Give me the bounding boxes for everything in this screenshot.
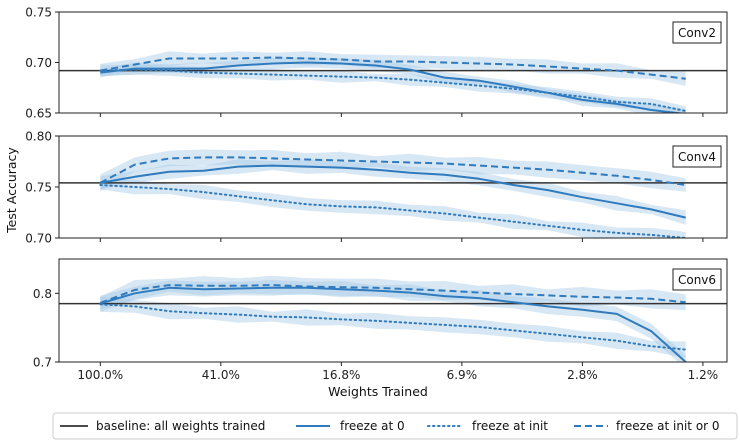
- panel-conv2-name-frame: [672, 21, 722, 44]
- legend-entry-freeze-at-init-or-0: freeze at init or 0: [574, 419, 720, 433]
- panel-conv4-series-freeze-at-0-line: [100, 164, 686, 219]
- panel-conv4: 0.70 0.75 0.80 Conv4: [25, 130, 728, 246]
- panel-conv2-name-box: Conv2: [672, 21, 722, 44]
- x-tick-label: 2.8%: [567, 368, 598, 382]
- legend-entry-freeze-at-0: freeze at 0: [296, 419, 405, 433]
- x-tick-label: 41.0%: [202, 368, 240, 382]
- panel-conv6-frame: [58, 258, 728, 363]
- legend-frame: [52, 412, 738, 440]
- x-tick-labels: 100.0% 41.0% 16.8% 6.9% 2.8% 1.2%: [77, 368, 718, 382]
- panel-conv6-plot-area: [59, 275, 727, 362]
- panel-conv4-band-freeze-at-0: [100, 159, 686, 225]
- legend-label-freeze-at-init-or-0: freeze at init or 0: [616, 419, 720, 433]
- panel-conv4-plot-area: [59, 149, 727, 238]
- x-tick-label: 100.0%: [77, 368, 123, 382]
- panel-conv6: 0.7 0.8 Conv6: [33, 258, 728, 370]
- x-tick-label: 1.2%: [688, 368, 719, 382]
- x-axis-label: Weights Trained: [328, 384, 428, 399]
- panel-conv2-band-freeze-at-init-or-0: [100, 51, 686, 86]
- panel-conv2-name-label: Conv2: [678, 26, 716, 40]
- legend: baseline: all weights trained freeze at …: [52, 412, 738, 440]
- legend-label-freeze-at-init: freeze at init: [472, 419, 548, 433]
- panel-conv6-ytick-label: 0.8: [33, 287, 52, 301]
- legend-entry-baseline: baseline: all weights trained: [60, 419, 265, 433]
- panel-conv6-band-freeze-at-0: [100, 280, 686, 362]
- panel-conv6-name-box: Conv6: [672, 268, 722, 291]
- panel-conv2-ytick-label: 0.75: [25, 6, 52, 20]
- panel-conv2-series-freeze-at-init-or-0-line: [100, 56, 686, 80]
- panel-conv4-series-freeze-at-init-or-0-line: [99, 156, 686, 186]
- panel-conv4-ytick-label: 0.80: [25, 130, 52, 144]
- x-tick-label: 6.9%: [447, 368, 478, 382]
- panel-conv6-name-frame: [672, 268, 722, 291]
- y-axis-label: Test Accuracy: [4, 147, 19, 234]
- panel-conv4-ytick-label: 0.70: [25, 232, 52, 246]
- panel-conv4-band-freeze-at-init-or-0: [100, 149, 686, 192]
- panel-conv6-band-freeze-at-init: [100, 296, 686, 358]
- panel-conv4-name-label: Conv4: [678, 150, 716, 164]
- panel-conv2: 0.65 0.70 0.75 Conv2: [25, 6, 728, 121]
- legend-label-freeze-at-0: freeze at 0: [340, 419, 405, 433]
- panel-conv4-band-freeze-at-init: [100, 179, 686, 238]
- panel-conv6-series-freeze-at-init-line: [99, 303, 687, 351]
- panels: 0.65 0.70 0.75 Conv2 0.70 0.75 0.80 Conv4 0.7 0.8…: [25, 6, 728, 370]
- panel-conv2-series-freeze-at-0-line: [100, 61, 686, 113]
- panel-conv6-name-label: Conv6: [678, 273, 716, 287]
- panel-conv2-plot-area: [59, 51, 727, 113]
- panel-conv2-ytick-label: 0.65: [25, 107, 52, 121]
- panel-conv2-band-freeze-at-init: [100, 64, 686, 113]
- panel-conv6-band-freeze-at-init-or-0: [100, 275, 686, 311]
- panel-conv4-series-freeze-at-init-line: [99, 184, 687, 238]
- panel-conv4-name-frame: [672, 145, 722, 168]
- panel-conv6-series-freeze-at-0-line: [100, 286, 687, 362]
- panel-conv2-ytick-label: 0.70: [25, 56, 52, 70]
- panel-conv4-ytick-label: 0.75: [25, 181, 52, 195]
- x-tick-label: 16.8%: [322, 368, 360, 382]
- legend-entry-freeze-at-init: freeze at init: [427, 419, 548, 433]
- panel-conv6-ytick-label: 0.7: [33, 356, 52, 370]
- legend-label-baseline: baseline: all weights trained: [96, 419, 265, 433]
- panel-conv6-series-freeze-at-init-or-0-line: [99, 284, 686, 304]
- panel-conv4-name-box: Conv4: [672, 145, 722, 168]
